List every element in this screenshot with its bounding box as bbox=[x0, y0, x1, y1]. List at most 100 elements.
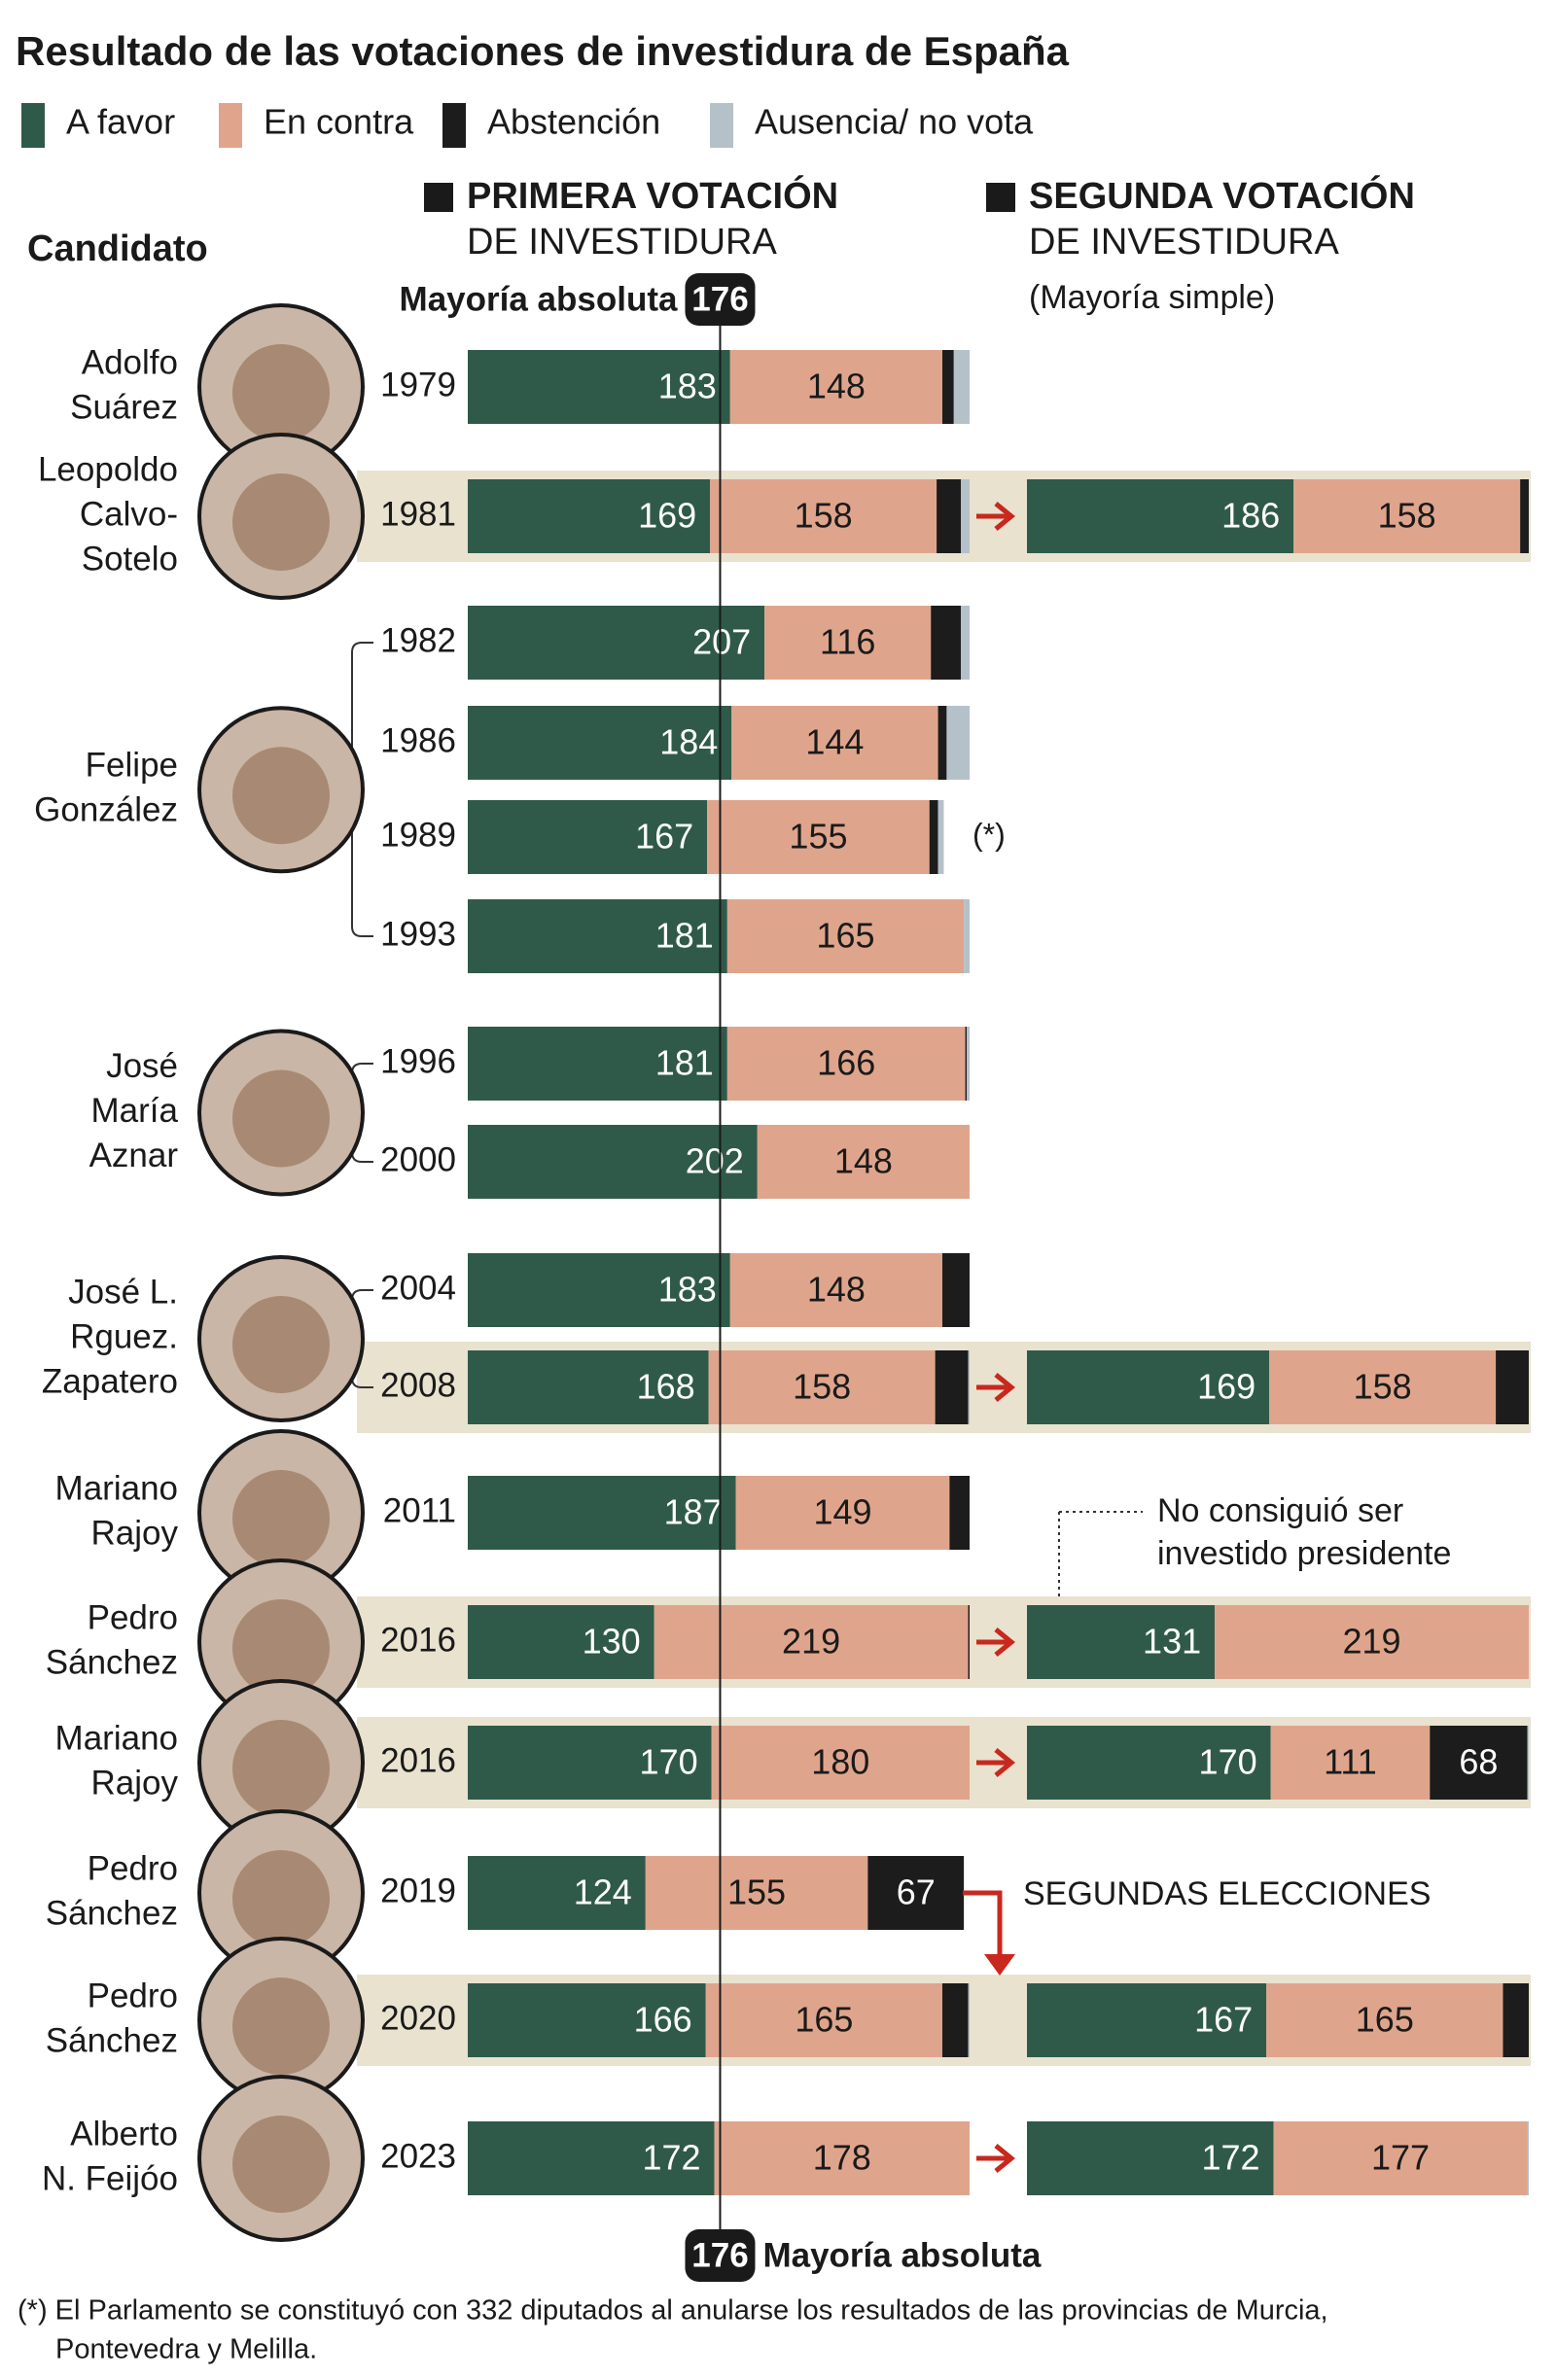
photo-face bbox=[232, 1978, 330, 2075]
bar-segment bbox=[1520, 479, 1529, 553]
bar-segment bbox=[468, 1125, 758, 1199]
bar-segment bbox=[1027, 1350, 1270, 1424]
value-label: 186 bbox=[1221, 496, 1280, 536]
value-label: 187 bbox=[664, 1492, 723, 1532]
bar-segment bbox=[729, 1253, 942, 1327]
candidate-name: Alberto bbox=[70, 2115, 178, 2152]
bar-segment bbox=[949, 1476, 970, 1550]
photo-face bbox=[232, 344, 330, 441]
panel-subtitle: DE INVESTIDURA bbox=[1029, 222, 1339, 262]
annotation: investido presidente bbox=[1157, 1535, 1451, 1572]
candidate-name: Sánchez bbox=[46, 1643, 178, 1681]
candidate-name: Sánchez bbox=[46, 2021, 178, 2059]
bar-segment bbox=[1270, 1726, 1431, 1800]
legend-swatch bbox=[219, 103, 242, 148]
bar-segment bbox=[757, 1125, 970, 1199]
photo-face bbox=[232, 1470, 330, 1567]
value-label: 177 bbox=[1371, 2138, 1430, 2178]
value-label: 67 bbox=[897, 1872, 936, 1912]
value-label: 165 bbox=[816, 916, 874, 956]
photo-face bbox=[232, 1296, 330, 1393]
bar-segment bbox=[1027, 1983, 1267, 2057]
candidate-name: Zapatero bbox=[42, 1362, 178, 1400]
arrow bbox=[963, 1890, 1003, 1962]
arrow bbox=[976, 1373, 1015, 1402]
legend-label: En contra bbox=[264, 102, 414, 142]
value-label: 172 bbox=[642, 2138, 700, 2178]
bar-segment bbox=[1293, 479, 1521, 553]
value-label: 144 bbox=[805, 722, 864, 762]
bar-segment bbox=[714, 2121, 970, 2195]
year-label: 1993 bbox=[380, 915, 456, 953]
value-label: 180 bbox=[811, 1742, 869, 1782]
bar-segment bbox=[941, 1983, 969, 2057]
bar-segment bbox=[468, 706, 732, 780]
value-label: 181 bbox=[655, 1043, 714, 1083]
candidate-name: González bbox=[34, 791, 178, 829]
arrow bbox=[976, 2144, 1015, 2173]
value-label: 167 bbox=[635, 817, 693, 857]
value-label: 219 bbox=[1343, 1622, 1401, 1662]
legend-swatch bbox=[710, 103, 733, 148]
bar-segment bbox=[468, 2121, 715, 2195]
candidate-name: Suárez bbox=[70, 388, 178, 426]
arrowhead bbox=[984, 1954, 1015, 1976]
year-label: 1986 bbox=[380, 721, 456, 759]
panel-title: PRIMERA VOTACIÓN bbox=[467, 174, 838, 217]
value-label: 181 bbox=[655, 916, 714, 956]
bar-segment bbox=[1027, 1605, 1216, 1679]
value-label: 130 bbox=[583, 1622, 641, 1662]
bar-segment bbox=[937, 706, 947, 780]
bar-segment bbox=[967, 1027, 970, 1101]
value-label: 131 bbox=[1143, 1622, 1201, 1662]
bar-segment bbox=[931, 606, 962, 680]
candidate-name: Mariano bbox=[55, 1469, 178, 1507]
value-label: 149 bbox=[813, 1492, 871, 1532]
candidate-name: Pedro bbox=[88, 1977, 178, 2014]
bar-segment bbox=[964, 899, 970, 973]
candidate-name: Felipe bbox=[86, 747, 178, 785]
annotation: SEGUNDAS ELECCIONES bbox=[1023, 1875, 1431, 1912]
annotation: No consiguió ser bbox=[1157, 1492, 1403, 1529]
header-square bbox=[986, 183, 1015, 212]
bar-segment bbox=[1027, 479, 1294, 553]
majority-label: Mayoría absoluta bbox=[762, 2236, 1041, 2274]
value-label: 168 bbox=[637, 1367, 695, 1407]
year-label: 1979 bbox=[380, 366, 456, 403]
value-label: 148 bbox=[807, 1270, 866, 1310]
value-label: 158 bbox=[795, 496, 853, 536]
bar-segment bbox=[726, 1027, 966, 1101]
majority-value: 176 bbox=[691, 280, 748, 318]
bar-segment bbox=[468, 606, 765, 680]
bar-segment bbox=[968, 1350, 970, 1424]
candidate-name: Sotelo bbox=[82, 540, 178, 578]
value-label: 124 bbox=[574, 1872, 632, 1912]
bar-segment bbox=[468, 1605, 654, 1679]
photo-face bbox=[232, 2116, 330, 2213]
value-label: 158 bbox=[793, 1367, 851, 1407]
candidate-name: José bbox=[106, 1047, 178, 1085]
value-label: 165 bbox=[1356, 2000, 1414, 2040]
bar-segment bbox=[961, 479, 970, 553]
value-label: 68 bbox=[1459, 1742, 1498, 1782]
bar-segment bbox=[468, 1726, 712, 1800]
bar-segment bbox=[1027, 2121, 1274, 2195]
candidate-name: Rajoy bbox=[91, 1764, 179, 1802]
panel-title: SEGUNDA VOTACIÓN bbox=[1029, 174, 1415, 217]
candidate-name: Sánchez bbox=[46, 1894, 178, 1932]
candidate-name: Rguez. bbox=[70, 1317, 178, 1355]
panel-note: (Mayoría simple) bbox=[1029, 279, 1275, 316]
photo-face bbox=[232, 1599, 330, 1697]
value-label: 169 bbox=[1197, 1367, 1255, 1407]
arrow bbox=[976, 1748, 1015, 1777]
value-label: 183 bbox=[658, 367, 717, 406]
bar-segment bbox=[941, 1253, 970, 1327]
value-label: 111 bbox=[1324, 1742, 1377, 1782]
candidate-name: José L. bbox=[68, 1273, 178, 1311]
arrow bbox=[976, 502, 1015, 531]
candidate-name: Adolfo bbox=[82, 343, 178, 381]
bar-segment bbox=[1215, 1605, 1529, 1679]
majority-label: Mayoría absoluta bbox=[400, 280, 678, 318]
header-square bbox=[424, 183, 453, 212]
footnote: Pontevedra y Melilla. bbox=[55, 2334, 317, 2365]
